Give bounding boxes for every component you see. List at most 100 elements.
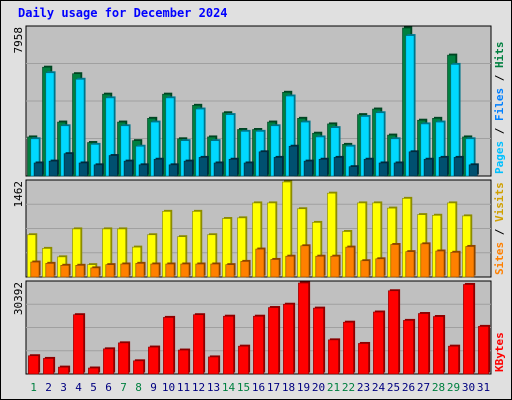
day-label-7: 7 [120,381,127,394]
legend-entry: / [493,121,506,141]
bar-mid-sites-day-12 [195,263,205,278]
bar-mid-sites-day-6 [105,264,115,278]
bar-bot-kbytes-day-22 [343,321,354,375]
day-label-14: 14 [222,381,236,394]
bar-bot-kbytes-day-21 [328,339,339,375]
bar-bot-kbytes-day-25 [388,290,399,375]
bar-mid-sites-day-17 [270,259,280,278]
bar-mid-sites-day-1 [30,261,40,278]
bar-top-pages-day-16 [258,151,268,177]
bar-top-pages-day-5 [93,164,103,177]
bar-mid-sites-day-3 [60,265,70,278]
bar-top-pages-day-18 [288,145,298,177]
bar-bot-kbytes-day-12 [193,314,204,375]
bar-mid-sites-day-25 [390,244,400,278]
bar-mid-sites-day-24 [375,258,385,278]
bar-mid-sites-day-20 [315,255,325,278]
day-label-3: 3 [60,381,67,394]
bar-bot-kbytes-day-31 [478,326,489,375]
bar-top-pages-day-29 [453,157,463,177]
bar-bot-kbytes-day-8 [133,360,144,375]
panel-mid-legend: Sites / Visits [493,182,506,275]
bar-top-pages-day-2 [48,160,58,177]
bar-mid-sites-day-7 [120,263,130,278]
bar-mid-sites-day-9 [150,263,160,278]
bar-mid-sites-day-19 [300,245,310,278]
bar-mid-sites-day-21 [330,255,340,278]
bar-top-pages-day-24 [378,162,388,177]
bar-bot-kbytes-day-10 [163,317,174,375]
bar-top-pages-day-15 [243,162,253,177]
day-label-18: 18 [282,381,295,394]
bar-bot-kbytes-day-18 [283,303,294,375]
bar-top-pages-day-22 [348,166,358,177]
day-label-10: 10 [162,381,175,394]
legend-entry: Visits [493,182,506,222]
bar-top-pages-day-14 [228,158,238,177]
day-label-15: 15 [237,381,250,394]
bar-top-pages-day-17 [273,157,283,177]
bar-top-pages-day-25 [393,162,403,177]
bar-top-pages-day-21 [333,157,343,177]
bar-mid-sites-day-22 [345,246,355,278]
bar-mid-sites-day-2 [45,263,55,278]
day-label-1: 1 [30,381,37,394]
legend-entry: Pages [493,141,506,174]
bar-bot-kbytes-day-15 [238,345,249,375]
day-label-12: 12 [192,381,205,394]
legend-entry: Hits [493,42,506,69]
chart-title: Daily usage for December 2024 [18,6,228,20]
bar-bot-kbytes-day-13 [208,356,219,375]
day-label-31: 31 [477,381,490,394]
bar-mid-sites-day-27 [420,243,430,278]
day-label-24: 24 [372,381,386,394]
bar-mid-sites-day-5 [90,267,100,278]
bar-bot-kbytes-day-30 [463,284,474,375]
day-label-13: 13 [207,381,220,394]
bar-mid-sites-day-18 [285,255,295,278]
bar-bot-kbytes-day-29 [448,345,459,375]
bar-mid-sites-day-28 [435,250,445,278]
legend-entry: Files [493,88,506,121]
bar-top-pages-day-26 [408,151,418,177]
bar-mid-sites-day-16 [255,248,265,278]
bar-bot-kbytes-day-17 [268,307,279,375]
day-label-21: 21 [327,381,340,394]
bar-mid-sites-day-30 [465,246,475,278]
panel-mid-max-label: 1462 [12,181,25,208]
bar-bot-kbytes-day-14 [223,315,234,375]
bar-bot-kbytes-day-6 [103,348,114,375]
bar-top-pages-day-30 [468,164,478,177]
day-label-2: 2 [45,381,52,394]
legend-entry: KBytes [493,332,506,372]
bar-mid-sites-day-10 [165,263,175,278]
bar-bot-kbytes-day-16 [253,315,264,375]
day-label-4: 4 [75,381,82,394]
bar-mid-sites-day-11 [180,263,190,278]
bar-top-pages-day-10 [168,164,178,177]
day-label-17: 17 [267,381,280,394]
day-label-30: 30 [462,381,475,394]
bar-mid-sites-day-14 [225,264,235,278]
day-label-27: 27 [417,381,430,394]
bar-bot-kbytes-day-19 [298,282,309,375]
bar-bot-kbytes-day-27 [418,313,429,375]
day-label-25: 25 [387,381,400,394]
bar-mid-sites-day-4 [75,265,85,278]
bar-bot-kbytes-day-24 [373,311,384,375]
bar-top-pages-day-20 [318,158,328,177]
bar-bot-kbytes-day-26 [403,320,414,375]
day-label-26: 26 [402,381,415,394]
bar-bot-kbytes-day-23 [358,343,369,375]
day-label-5: 5 [90,381,97,394]
bar-top-pages-day-13 [213,162,223,177]
day-label-11: 11 [177,381,190,394]
bar-mid-sites-day-13 [210,263,220,278]
bar-top-pages-day-6 [108,155,118,177]
bar-top-pages-day-9 [153,158,163,177]
panel-top-max-label: 7958 [12,27,25,54]
bar-bot-kbytes-day-4 [73,314,84,375]
bar-top-pages-day-12 [198,157,208,177]
panel-top-legend: Pages / Files / Hits [493,42,506,175]
